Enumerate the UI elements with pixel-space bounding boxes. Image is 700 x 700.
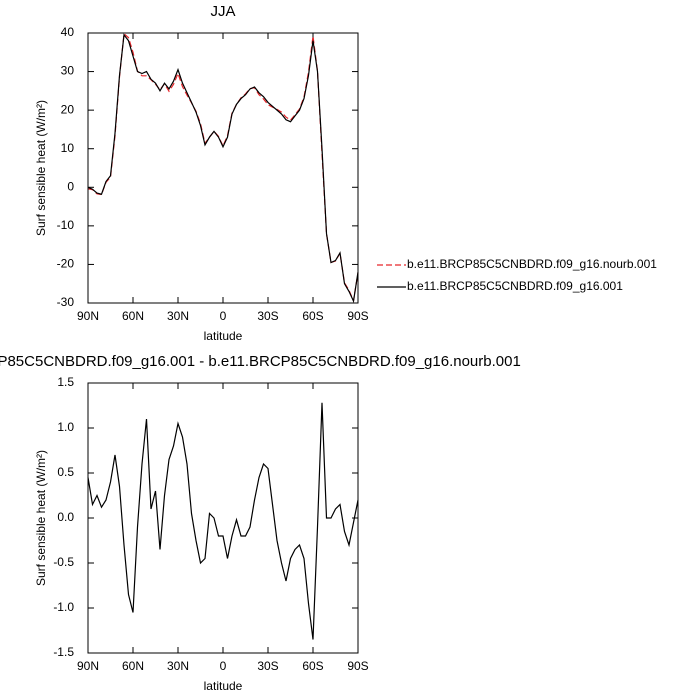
x-axis-label: latitude [204,329,243,343]
x-tick-label: 0 [220,309,227,323]
x-tick-label: 60N [122,659,144,673]
data-line [87,32,359,303]
x-tick-label: 90N [77,309,99,323]
y-tick-label: 0 [67,179,74,193]
x-tick-label: 30N [167,309,189,323]
legend-label: b.e11.BRCP85C5CNBDRD.f09_g16.001 [407,279,623,293]
y-tick-label: -30 [57,295,75,309]
x-axis-label: latitude [204,679,243,693]
y-tick-label: 1.0 [57,420,74,434]
plot-frame [87,32,359,304]
x-tick-label: 30N [167,659,189,673]
y-tick-label: -1.5 [53,645,74,659]
y-tick-label: 30 [61,64,75,78]
y-tick-label: 10 [61,141,75,155]
y-tick-label: 0.0 [57,510,74,524]
y-tick-label: -20 [57,257,75,271]
x-tick-label: 0 [220,659,227,673]
x-tick-label: 60S [302,309,323,323]
chart-title: b.e11.BRCP85C5CNBDRD.f09_g16.001 - b.e11… [0,353,521,370]
x-tick-label: 30S [257,309,278,323]
y-tick-label: -10 [57,218,75,232]
y-tick-label: 20 [61,102,75,116]
legend-label: b.e11.BRCP85C5CNBDRD.f09_g16.nourb.001 [407,257,657,271]
y-tick-label: -1.0 [53,600,74,614]
x-tick-label: 90N [77,659,99,673]
plot-frame [87,382,359,654]
x-tick-label: 60N [122,309,144,323]
data-line [87,402,359,640]
y-tick-label: -0.5 [53,555,74,569]
y-tick-label: 1.5 [57,375,74,389]
y-axis-label: Surf sensible heat (W/m²) [34,450,48,586]
x-tick-label: 90S [347,659,368,673]
y-axis-label: Surf sensible heat (W/m²) [34,100,48,236]
data-line [87,33,359,304]
y-tick-label: 40 [61,25,75,39]
chart-title: JJA [210,3,235,20]
y-tick-label: 0.5 [57,465,74,479]
x-tick-label: 30S [257,659,278,673]
x-tick-label: 90S [347,309,368,323]
x-tick-label: 60S [302,659,323,673]
